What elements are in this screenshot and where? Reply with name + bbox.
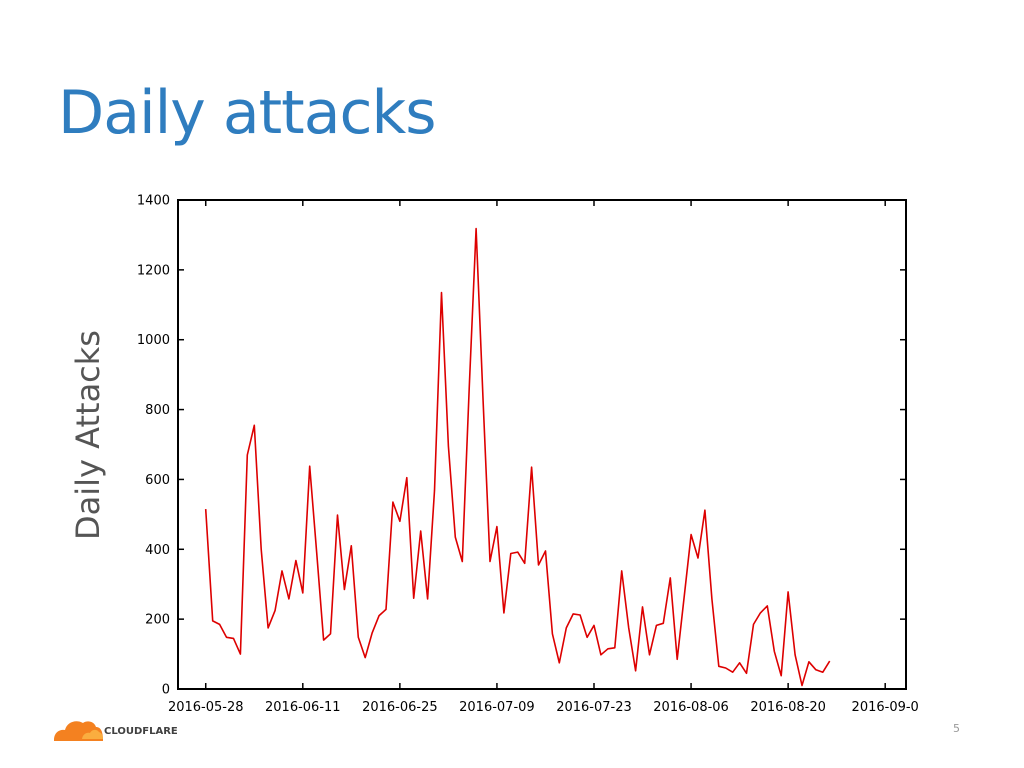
- x-tick-label: 2016-06-11: [265, 700, 341, 715]
- page-number: 5: [953, 722, 960, 735]
- x-tick-label: 2016-09-0: [852, 700, 919, 715]
- x-tick-label: 2016-08-20: [750, 700, 826, 715]
- y-tick-label: 800: [145, 403, 170, 418]
- y-tick-label: 400: [145, 543, 170, 558]
- page-title: Daily attacks: [58, 78, 436, 148]
- y-tick-label: 600: [145, 473, 170, 488]
- y-tick-label: 1400: [137, 194, 170, 209]
- x-tick-label: 2016-05-28: [168, 700, 244, 715]
- x-tick-label: 2016-06-25: [362, 700, 438, 715]
- y-tick-label: 0: [162, 683, 170, 698]
- y-tick-label: 1000: [137, 333, 170, 348]
- x-tick-label: 2016-08-06: [653, 700, 729, 715]
- logo-wordmark: CLOUDFLARE: [104, 726, 178, 737]
- series-line: [204, 227, 831, 687]
- plot-frame: [177, 199, 907, 690]
- plot-area: 0 200 400 600 800 1000 1200 1400 2016-05-28 2016-…: [137, 194, 919, 716]
- y-tick-label: 1200: [137, 263, 170, 278]
- cloudflare-logo-icon: [54, 721, 103, 741]
- x-tick-label: 2016-07-23: [556, 700, 632, 715]
- y-tick-label: 200: [145, 613, 170, 628]
- x-tick-label: 2016-07-09: [459, 700, 535, 715]
